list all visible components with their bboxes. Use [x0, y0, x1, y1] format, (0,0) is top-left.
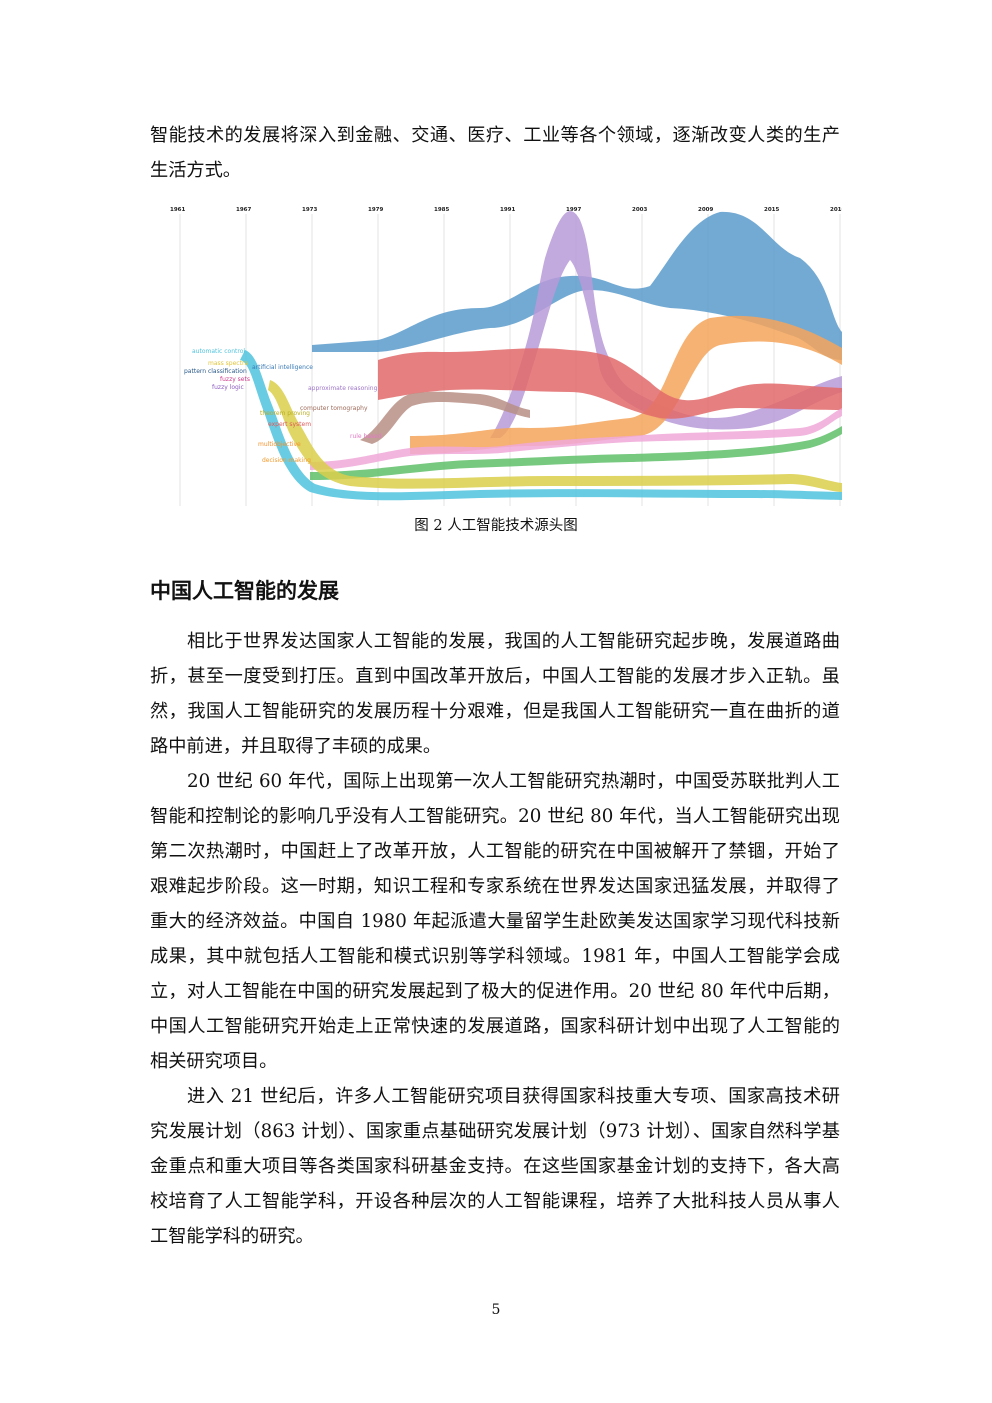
- topic-label: automatic control: [192, 348, 245, 355]
- year-label-1973: 1973: [302, 207, 317, 213]
- year-label-2015: 2015: [764, 207, 779, 213]
- page-number: 5: [491, 1302, 501, 1318]
- year-label-1997: 1997: [566, 207, 581, 213]
- section-heading: 中国人工智能的发展: [150, 579, 339, 603]
- year-label-1961: 1961: [170, 207, 185, 213]
- stream-green: [310, 426, 842, 480]
- body-paragraph-1: 相比于世界发达国家人工智能的发展，我国的人工智能研究起步晚，发展道路曲折，甚至一…: [150, 631, 840, 757]
- topic-streams: [240, 211, 842, 501]
- stream-orange: [410, 315, 842, 454]
- stream-blue: [312, 211, 842, 360]
- topic-label: computer tomography: [300, 405, 368, 412]
- year-label-2009: 2009: [698, 207, 713, 213]
- stream-pink: [310, 408, 842, 470]
- year-label-1979: 1979: [368, 207, 383, 213]
- figure-caption: 图 2 人工智能技术源头图: [414, 518, 578, 534]
- topic-label: multiobjective: [258, 441, 301, 448]
- topic-label: decision making: [262, 457, 311, 464]
- topic-label: mass spectra: [208, 360, 248, 367]
- stream-brown: [360, 391, 530, 444]
- stream-red: [378, 348, 842, 419]
- year-label-1985: 1985: [434, 207, 449, 213]
- topic-label: rule based: [350, 433, 382, 440]
- body-paragraph-3: 进入 21 世纪后，许多人工智能研究项目获得国家科技重大专项、国家高技术研究发展…: [150, 1086, 840, 1247]
- year-label-2003: 2003: [632, 207, 647, 213]
- topic-label: fuzzy sets: [220, 376, 250, 383]
- topic-label: pattern classification: [184, 368, 247, 375]
- year-label-2016: 2016: [830, 207, 842, 213]
- topic-label: fuzzy logic: [212, 384, 244, 391]
- year-labels: 1961 1967 1973 1979 1985 1991 1997 2003 2009 2015…: [170, 207, 842, 213]
- topic-label: artificial intelligence: [252, 364, 313, 371]
- stream-purple: [490, 211, 842, 438]
- intro-paragraph: 智能技术的发展将深入到金融、交通、医疗、工业等各个领域，逐渐改变人类的生产生活方…: [150, 125, 840, 181]
- stream-yellow: [268, 380, 842, 492]
- year-label-1991: 1991: [500, 207, 515, 213]
- ai-technology-origin-figure: 1961 1967 1973 1979 1985 1991 1997 2003 2009 2015…: [170, 207, 842, 506]
- topic-label: expert system: [268, 421, 311, 428]
- topic-label: theorem proving: [260, 410, 310, 417]
- body-paragraph-2: 20 世纪 60 年代，国际上出现第一次人工智能研究热潮时，中国受苏联批判人工智…: [150, 771, 840, 1072]
- topic-label: approximate reasoning: [308, 385, 378, 392]
- year-label-1967: 1967: [236, 207, 251, 213]
